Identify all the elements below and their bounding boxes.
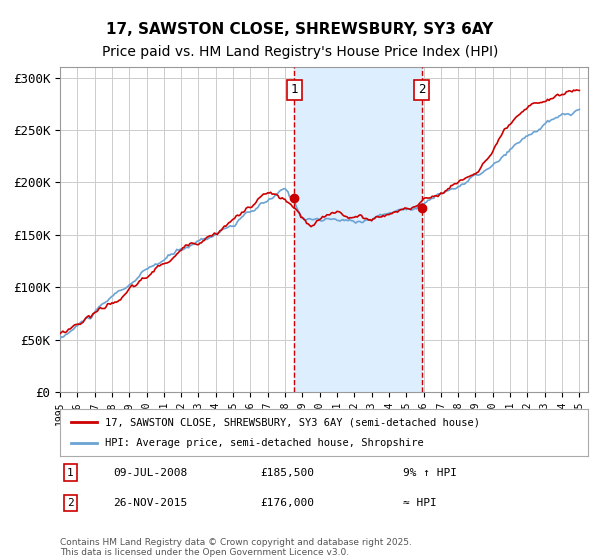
Text: 26-NOV-2015: 26-NOV-2015 (113, 498, 187, 508)
Text: Contains HM Land Registry data © Crown copyright and database right 2025.
This d: Contains HM Land Registry data © Crown c… (60, 538, 412, 557)
Text: 2: 2 (67, 498, 74, 508)
Text: 1: 1 (67, 468, 74, 478)
Text: 09-JUL-2008: 09-JUL-2008 (113, 468, 187, 478)
Text: HPI: Average price, semi-detached house, Shropshire: HPI: Average price, semi-detached house,… (105, 438, 424, 448)
Text: Price paid vs. HM Land Registry's House Price Index (HPI): Price paid vs. HM Land Registry's House … (102, 45, 498, 59)
Text: £185,500: £185,500 (260, 468, 314, 478)
Text: 2: 2 (418, 83, 425, 96)
Bar (294, 67, 422, 392)
Text: 17, SAWSTON CLOSE, SHREWSBURY, SY3 6AY (semi-detached house): 17, SAWSTON CLOSE, SHREWSBURY, SY3 6AY (… (105, 417, 480, 427)
Text: £176,000: £176,000 (260, 498, 314, 508)
Text: ≈ HPI: ≈ HPI (403, 498, 437, 508)
Text: 1: 1 (290, 83, 298, 96)
Text: 17, SAWSTON CLOSE, SHREWSBURY, SY3 6AY: 17, SAWSTON CLOSE, SHREWSBURY, SY3 6AY (106, 22, 494, 38)
Text: 9% ↑ HPI: 9% ↑ HPI (403, 468, 457, 478)
